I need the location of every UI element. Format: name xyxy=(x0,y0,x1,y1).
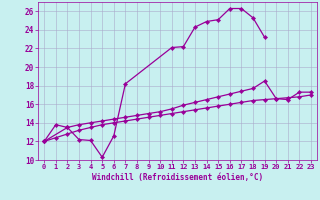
X-axis label: Windchill (Refroidissement éolien,°C): Windchill (Refroidissement éolien,°C) xyxy=(92,173,263,182)
